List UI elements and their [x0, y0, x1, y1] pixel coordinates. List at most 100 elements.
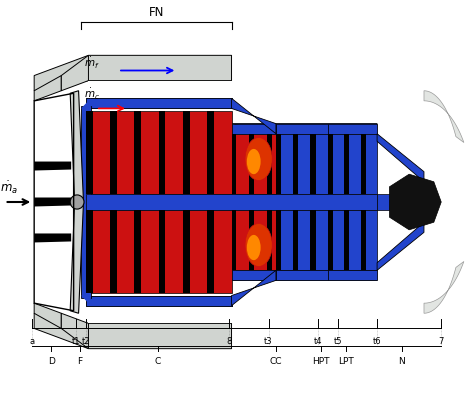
Bar — [135, 112, 141, 195]
Text: LPT: LPT — [338, 356, 354, 365]
Polygon shape — [34, 303, 61, 328]
Bar — [183, 112, 190, 195]
Bar — [86, 195, 377, 210]
Bar — [293, 210, 299, 271]
Bar — [377, 195, 392, 210]
Bar — [86, 296, 231, 306]
Bar — [249, 210, 254, 271]
Bar — [328, 134, 333, 195]
Polygon shape — [424, 262, 464, 313]
Bar — [183, 210, 190, 293]
Text: t5: t5 — [333, 336, 342, 345]
Bar — [267, 210, 272, 271]
Bar — [86, 99, 231, 109]
Bar — [86, 210, 231, 293]
Text: t3: t3 — [264, 336, 273, 345]
Bar — [231, 210, 237, 271]
Text: $\dot{m}_a$: $\dot{m}_a$ — [0, 179, 18, 196]
Text: 7: 7 — [438, 336, 444, 345]
Text: F: F — [77, 356, 82, 365]
Bar — [231, 124, 276, 134]
Bar — [231, 134, 237, 195]
Bar — [267, 134, 272, 195]
Bar — [276, 210, 281, 271]
Text: a: a — [29, 336, 34, 345]
Bar — [86, 210, 92, 293]
Bar — [328, 210, 377, 271]
Polygon shape — [231, 99, 276, 134]
Polygon shape — [61, 56, 89, 92]
Polygon shape — [34, 56, 231, 92]
Bar — [276, 271, 328, 281]
Text: t2: t2 — [82, 336, 90, 345]
Polygon shape — [377, 223, 424, 271]
Bar — [81, 107, 91, 298]
Polygon shape — [34, 234, 71, 243]
Polygon shape — [231, 271, 377, 281]
Polygon shape — [34, 313, 231, 349]
Bar — [293, 134, 299, 195]
Bar — [310, 210, 316, 271]
Text: FN: FN — [148, 6, 164, 19]
Bar — [110, 112, 117, 195]
Bar — [310, 134, 316, 195]
Polygon shape — [61, 313, 89, 349]
Polygon shape — [81, 99, 91, 109]
Ellipse shape — [247, 235, 261, 260]
Polygon shape — [86, 296, 231, 306]
Bar — [159, 210, 165, 293]
Polygon shape — [34, 180, 71, 189]
Ellipse shape — [245, 224, 272, 267]
Bar — [110, 210, 117, 293]
Circle shape — [70, 196, 84, 209]
Ellipse shape — [247, 149, 261, 175]
Bar — [159, 112, 165, 195]
Polygon shape — [86, 296, 231, 306]
Bar — [231, 210, 276, 271]
Polygon shape — [231, 271, 276, 306]
Polygon shape — [377, 134, 424, 182]
Bar — [249, 134, 254, 195]
Bar — [328, 271, 377, 281]
Bar — [328, 124, 377, 134]
Bar — [276, 124, 328, 134]
Bar — [344, 134, 349, 195]
Text: HPT: HPT — [312, 356, 330, 365]
Bar — [231, 134, 276, 195]
Bar — [361, 134, 365, 195]
Bar — [328, 210, 333, 271]
Bar — [231, 271, 276, 281]
Text: C: C — [155, 356, 161, 365]
Text: t6: t6 — [373, 336, 382, 345]
Bar — [344, 210, 349, 271]
Text: $\dot{m}_f$: $\dot{m}_f$ — [83, 56, 99, 71]
Bar — [135, 210, 141, 293]
Bar — [86, 112, 231, 195]
Polygon shape — [231, 124, 377, 134]
Polygon shape — [86, 99, 231, 109]
Bar — [207, 112, 214, 195]
Bar — [361, 210, 365, 271]
Bar — [86, 112, 92, 195]
Bar — [276, 210, 328, 271]
Bar — [207, 210, 214, 293]
Text: CC: CC — [270, 356, 282, 365]
Polygon shape — [89, 303, 231, 324]
Polygon shape — [81, 296, 91, 306]
Polygon shape — [34, 216, 71, 225]
Polygon shape — [390, 175, 441, 230]
Text: t4: t4 — [314, 336, 322, 345]
Bar — [276, 134, 328, 195]
Ellipse shape — [245, 138, 272, 181]
Polygon shape — [34, 162, 71, 171]
Polygon shape — [34, 77, 61, 102]
Polygon shape — [70, 92, 83, 313]
Polygon shape — [89, 81, 231, 102]
Text: t1: t1 — [72, 336, 81, 345]
Polygon shape — [424, 92, 464, 143]
Polygon shape — [34, 198, 71, 207]
Text: D: D — [48, 356, 55, 365]
Text: 8: 8 — [227, 336, 232, 345]
Text: $\dot{m}_c$: $\dot{m}_c$ — [83, 87, 100, 102]
Text: N: N — [398, 356, 405, 365]
